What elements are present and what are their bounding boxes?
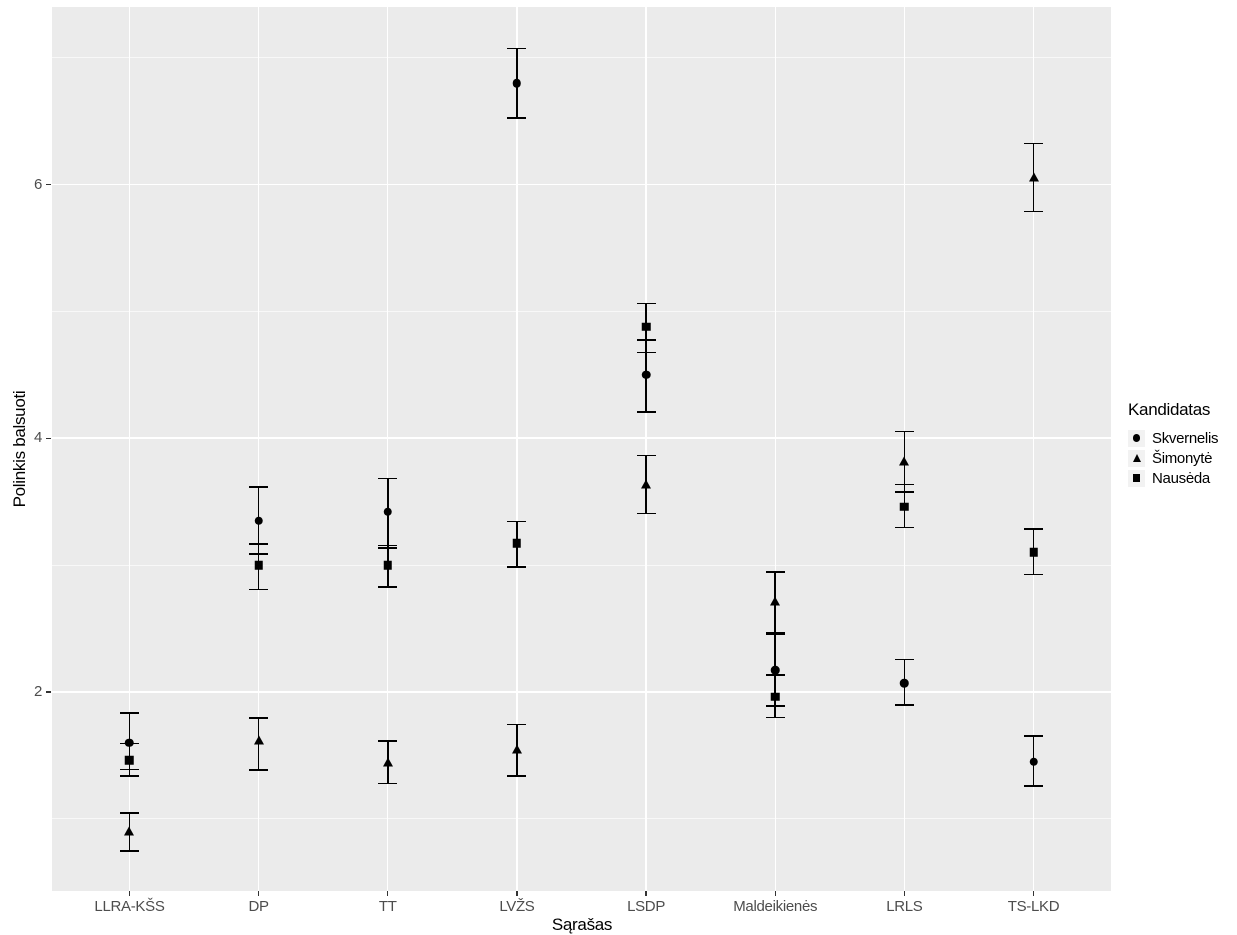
gridline-major-v: [128, 7, 131, 891]
legend-item-nauseda: Nausėda: [1128, 468, 1218, 488]
legend-title: Kandidatas: [1128, 400, 1211, 419]
y-tick-label: 4: [33, 429, 42, 447]
triangle-icon: [1128, 449, 1145, 467]
y-tick-mark: [46, 691, 51, 693]
circle-icon: [1128, 429, 1145, 447]
gridline-major-h: [52, 183, 1111, 186]
gridline-minor-h: [52, 310, 1111, 312]
x-tick-label: LLRA-KŠS: [94, 898, 165, 915]
data-point-circle: [900, 678, 909, 688]
data-point-square: [770, 692, 780, 702]
data-point-square: [641, 322, 651, 331]
x-tick-label: TT: [378, 898, 397, 915]
data-point-circle: [641, 370, 651, 380]
data-point-triangle: [641, 479, 652, 489]
x-tick-mark: [774, 891, 776, 896]
x-tick-label: TS-LKD: [1007, 898, 1060, 915]
x-tick-label: Maldeikienės: [733, 898, 818, 915]
data-point-triangle: [1028, 172, 1039, 182]
data-point-square: [125, 756, 134, 765]
x-axis-title: Sąrašas: [551, 915, 613, 934]
y-tick-label: 2: [33, 682, 42, 700]
y-axis-title: Polinkis balsuoti: [10, 390, 29, 508]
legend: Kandidatas Skvernelis Šimonytė Nausėda: [1128, 400, 1219, 488]
data-point-triangle: [382, 757, 393, 767]
legend-item-simonyte: Šimonytė: [1128, 448, 1218, 468]
x-tick-mark: [645, 891, 647, 896]
gridline-major-h: [52, 691, 1111, 693]
data-point-square: [254, 560, 263, 570]
data-point-triangle: [511, 744, 522, 754]
data-point-square: [512, 539, 522, 548]
gridline-major-v: [645, 7, 647, 891]
data-point-circle: [254, 516, 263, 525]
legend-label: Nausėda: [1152, 469, 1210, 487]
y-tick-mark: [46, 437, 51, 439]
y-tick-label: 6: [33, 175, 42, 193]
gridline-major-h: [52, 437, 1111, 440]
data-point-circle: [770, 666, 780, 675]
data-point-triangle: [124, 826, 135, 836]
x-tick-mark: [257, 891, 260, 896]
data-point-circle: [125, 738, 134, 747]
data-point-square: [1029, 548, 1038, 557]
x-tick-mark: [128, 891, 131, 896]
data-point-circle: [383, 507, 393, 517]
x-tick-mark: [387, 891, 389, 896]
data-point-square: [900, 502, 909, 511]
gridline-major-v: [774, 7, 776, 891]
y-tick-mark: [46, 183, 51, 186]
x-tick-label: LRLS: [886, 898, 923, 915]
data-point-circle: [512, 78, 522, 88]
plot-panel: [52, 7, 1111, 891]
data-point-triangle: [253, 735, 264, 745]
gridline-major-v: [1032, 7, 1035, 891]
gridline-major-v: [387, 7, 389, 891]
data-point-triangle: [899, 456, 910, 466]
square-icon: [1128, 469, 1145, 487]
gridline-major-v: [257, 7, 260, 891]
data-point-triangle: [770, 596, 781, 606]
gridline-major-v: [516, 7, 518, 891]
x-tick-label: LSDP: [627, 898, 666, 915]
x-tick-mark: [516, 891, 518, 896]
gridline-minor-h: [52, 57, 1111, 59]
gridline-minor-h: [52, 818, 1111, 820]
x-tick-label: DP: [248, 898, 270, 915]
gridline-minor-h: [52, 564, 1111, 566]
data-point-square: [383, 560, 393, 570]
legend-label: Šimonytė: [1152, 449, 1213, 467]
legend-item-skvernelis: Skvernelis: [1128, 428, 1219, 448]
x-tick-mark: [903, 891, 906, 896]
x-tick-mark: [1032, 891, 1035, 896]
legend-label: Skvernelis: [1152, 429, 1219, 447]
data-point-circle: [1029, 757, 1038, 766]
x-tick-label: LVŽS: [499, 898, 535, 915]
